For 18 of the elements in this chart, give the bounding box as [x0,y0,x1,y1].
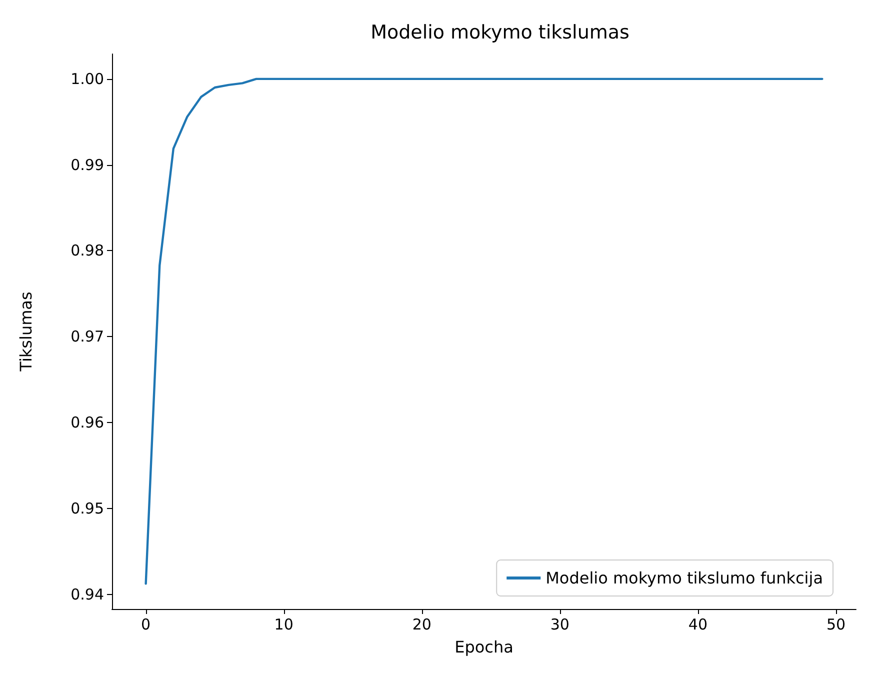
x-axis-title: Epocha [454,638,514,656]
x-tick-label: 30 [550,616,570,634]
line-series [144,78,824,585]
y-tick-label: 0.95 [70,499,104,518]
y-tick-label: 0.98 [70,242,104,260]
y-tick-label: 0.99 [70,156,104,174]
x-tick-label: 50 [826,616,846,634]
x-tick-label: 0 [141,616,151,634]
x-tick-label: 40 [688,616,708,634]
chart-title: Modelio mokymo tikslumas [370,22,630,44]
y-tick-label: 1.00 [70,70,104,88]
y-tick-label: 0.97 [70,328,104,346]
y-tick-label: 0.94 [70,585,104,604]
x-tick-label: 10 [274,616,294,634]
y-tick-label: 0.96 [70,414,104,432]
legend-label: Modelio mokymo tikslumo funkcija [546,568,824,588]
y-axis-title: Tikslumas [16,292,36,372]
x-tick-label: 20 [412,616,432,634]
